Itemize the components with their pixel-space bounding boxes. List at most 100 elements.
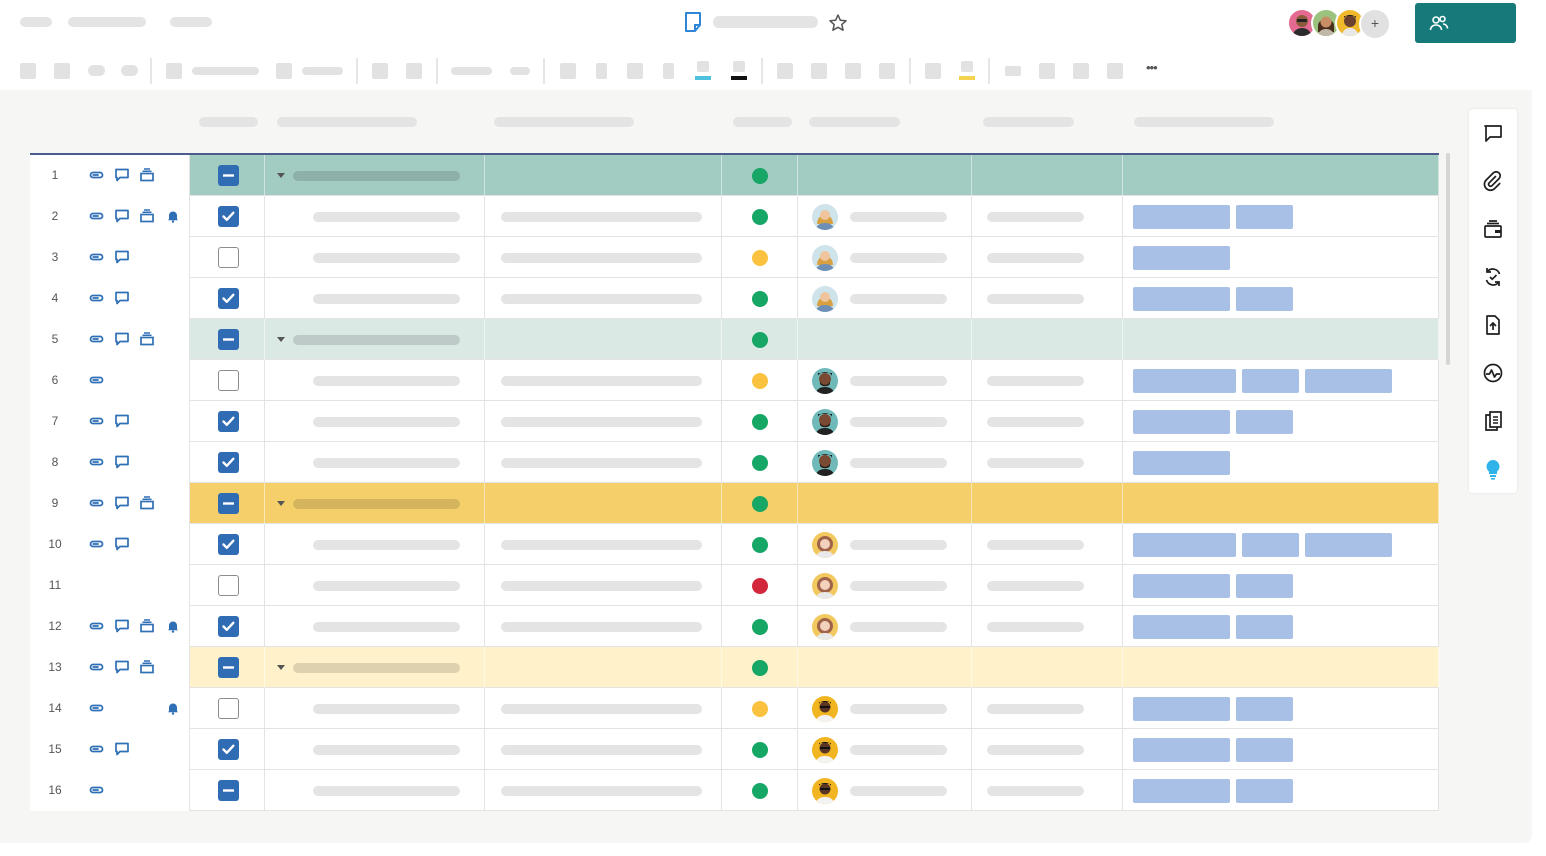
grid-cell[interactable] bbox=[1123, 524, 1439, 565]
tag-chip[interactable] bbox=[1133, 574, 1230, 598]
grid-cell[interactable] bbox=[1123, 606, 1439, 647]
proofing-icon[interactable] bbox=[139, 496, 155, 510]
grid-cell[interactable] bbox=[722, 688, 798, 729]
row-checkbox[interactable] bbox=[218, 370, 239, 391]
grid-cell[interactable] bbox=[972, 237, 1123, 278]
assignee-name[interactable] bbox=[850, 581, 947, 591]
row-checkbox[interactable] bbox=[218, 698, 239, 719]
grid-cell[interactable] bbox=[722, 360, 798, 401]
row-checkbox[interactable] bbox=[218, 780, 239, 801]
grid-cell[interactable] bbox=[485, 155, 722, 196]
tag-chip[interactable] bbox=[1305, 533, 1392, 557]
grid-cell[interactable] bbox=[1123, 729, 1439, 770]
attachment-icon[interactable] bbox=[88, 332, 104, 346]
comment-icon[interactable] bbox=[114, 742, 130, 756]
proofing-icon[interactable] bbox=[139, 168, 155, 182]
grid-cell[interactable] bbox=[972, 319, 1123, 360]
grid-cell[interactable] bbox=[798, 770, 972, 811]
grid-cell[interactable] bbox=[1123, 155, 1439, 196]
comment-icon[interactable] bbox=[114, 291, 130, 305]
grid-cell[interactable] bbox=[485, 647, 722, 688]
grid-cell[interactable] bbox=[1123, 401, 1439, 442]
status-indicator[interactable] bbox=[752, 701, 768, 717]
grid-cell[interactable] bbox=[972, 688, 1123, 729]
task-name[interactable] bbox=[313, 376, 460, 386]
attachment-icon[interactable] bbox=[1482, 170, 1504, 192]
table-row[interactable]: 10 bbox=[30, 524, 1439, 565]
grid-cell[interactable] bbox=[485, 729, 722, 770]
tag-chip[interactable] bbox=[1133, 533, 1236, 557]
tag-chip[interactable] bbox=[1133, 369, 1236, 393]
task-description[interactable] bbox=[501, 376, 702, 386]
toolbar-button[interactable] bbox=[663, 63, 674, 79]
grid-cell[interactable] bbox=[722, 565, 798, 606]
grid-cell[interactable] bbox=[798, 688, 972, 729]
table-row[interactable]: 14 bbox=[30, 688, 1439, 729]
grid-cell[interactable] bbox=[190, 729, 265, 770]
group-title[interactable] bbox=[293, 171, 460, 181]
tag-chip[interactable] bbox=[1236, 410, 1293, 434]
task-description[interactable] bbox=[501, 417, 702, 427]
tag-chip[interactable] bbox=[1242, 369, 1299, 393]
grid-cell[interactable] bbox=[30, 524, 190, 565]
attachment-icon[interactable] bbox=[88, 701, 104, 715]
tag-chip[interactable] bbox=[1133, 287, 1230, 311]
due-date[interactable] bbox=[987, 417, 1084, 427]
grid-cell[interactable] bbox=[972, 196, 1123, 237]
comment-icon[interactable] bbox=[1482, 122, 1504, 144]
tag-chip[interactable] bbox=[1133, 738, 1230, 762]
grid-cell[interactable] bbox=[190, 606, 265, 647]
grid-cell[interactable] bbox=[30, 278, 190, 319]
attachment-icon[interactable] bbox=[88, 250, 104, 264]
toolbar-dropdown[interactable] bbox=[302, 67, 343, 75]
grid-cell[interactable] bbox=[485, 237, 722, 278]
row-checkbox[interactable] bbox=[218, 288, 239, 309]
task-name[interactable] bbox=[313, 458, 460, 468]
grid-cell[interactable] bbox=[30, 442, 190, 483]
grid-cell[interactable] bbox=[265, 606, 485, 647]
tag-chip[interactable] bbox=[1133, 451, 1230, 475]
fill-color-button[interactable] bbox=[695, 61, 711, 81]
task-name[interactable] bbox=[313, 622, 460, 632]
assignee-avatar[interactable] bbox=[812, 368, 838, 394]
due-date[interactable] bbox=[987, 212, 1084, 222]
row-checkbox[interactable] bbox=[218, 616, 239, 637]
sheet-title-placeholder[interactable] bbox=[713, 16, 818, 28]
grid-cell[interactable] bbox=[190, 278, 265, 319]
grid-cell[interactable] bbox=[972, 483, 1123, 524]
status-indicator[interactable] bbox=[752, 250, 768, 266]
more-options-button[interactable]: ••• bbox=[1146, 60, 1158, 75]
comment-icon[interactable] bbox=[114, 168, 130, 182]
grid-cell[interactable] bbox=[722, 606, 798, 647]
grid-cell[interactable] bbox=[798, 647, 972, 688]
share-button[interactable] bbox=[1415, 3, 1516, 43]
grid-cell[interactable] bbox=[485, 196, 722, 237]
group-row[interactable]: 13 bbox=[30, 647, 1439, 688]
attachment-icon[interactable] bbox=[88, 619, 104, 633]
grid-cell[interactable] bbox=[30, 360, 190, 401]
column-header-primary-check[interactable] bbox=[199, 117, 258, 127]
comment-icon[interactable] bbox=[114, 414, 130, 428]
task-description[interactable] bbox=[501, 745, 702, 755]
comment-icon[interactable] bbox=[114, 455, 130, 469]
assignee-avatar[interactable] bbox=[812, 778, 838, 804]
grid-cell[interactable] bbox=[798, 524, 972, 565]
grid-cell[interactable] bbox=[972, 565, 1123, 606]
task-name[interactable] bbox=[313, 581, 460, 591]
due-date[interactable] bbox=[987, 376, 1084, 386]
grid-cell[interactable] bbox=[265, 688, 485, 729]
grid-cell[interactable] bbox=[485, 401, 722, 442]
assignee-avatar[interactable] bbox=[812, 737, 838, 763]
comment-icon[interactable] bbox=[114, 332, 130, 346]
toolbar-button[interactable] bbox=[1073, 63, 1089, 79]
attachment-icon[interactable] bbox=[88, 496, 104, 510]
task-name[interactable] bbox=[313, 253, 460, 263]
add-collaborator-button[interactable]: + bbox=[1359, 8, 1391, 40]
comment-icon[interactable] bbox=[114, 209, 130, 223]
table-row[interactable]: 2 bbox=[30, 196, 1439, 237]
grid-cell[interactable] bbox=[485, 360, 722, 401]
proofing-icon[interactable] bbox=[139, 332, 155, 346]
grid-cell[interactable] bbox=[265, 442, 485, 483]
grid-cell[interactable] bbox=[265, 770, 485, 811]
status-indicator[interactable] bbox=[752, 168, 768, 184]
